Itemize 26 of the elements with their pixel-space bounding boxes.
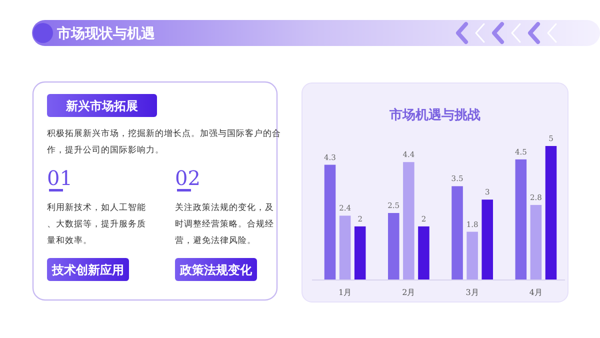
x-tick-label: 2月 — [402, 288, 416, 297]
text: 市场现状与机遇 — [56, 25, 156, 42]
bar — [515, 159, 527, 280]
bar — [466, 232, 478, 280]
text: 积极拓展新兴市场，挖掘新的增长点。加强与国际客户的合作，提升公司的国际影响力。 — [46, 128, 281, 156]
x-tick-label: 3月 — [466, 288, 479, 297]
text: 01 — [47, 166, 72, 190]
text: 关注政策法规的变化，及时调整经营策略。合规经营，避免法律风险。 — [175, 202, 274, 246]
bar — [545, 146, 557, 280]
text: 新兴市场拓展 — [65, 99, 138, 113]
bar — [452, 186, 463, 280]
bar — [339, 216, 351, 280]
text: 利用新技术，如人工智能、大数据等，提升服务质量和效率。 — [47, 202, 146, 246]
bar — [403, 162, 414, 280]
bar — [324, 164, 336, 280]
text: 02 — [175, 166, 200, 190]
x-tick-label: 4月 — [529, 288, 542, 297]
bar — [388, 213, 400, 280]
bar — [530, 204, 542, 280]
text: 技术创新应用 — [51, 263, 124, 277]
x-tick-label: 1月 — [338, 288, 352, 297]
chart-title: 市场机遇与挑战 — [388, 107, 480, 123]
text: 政策法规变化 — [179, 263, 253, 277]
bar — [354, 226, 366, 280]
bar — [482, 200, 493, 280]
bar — [418, 226, 430, 280]
